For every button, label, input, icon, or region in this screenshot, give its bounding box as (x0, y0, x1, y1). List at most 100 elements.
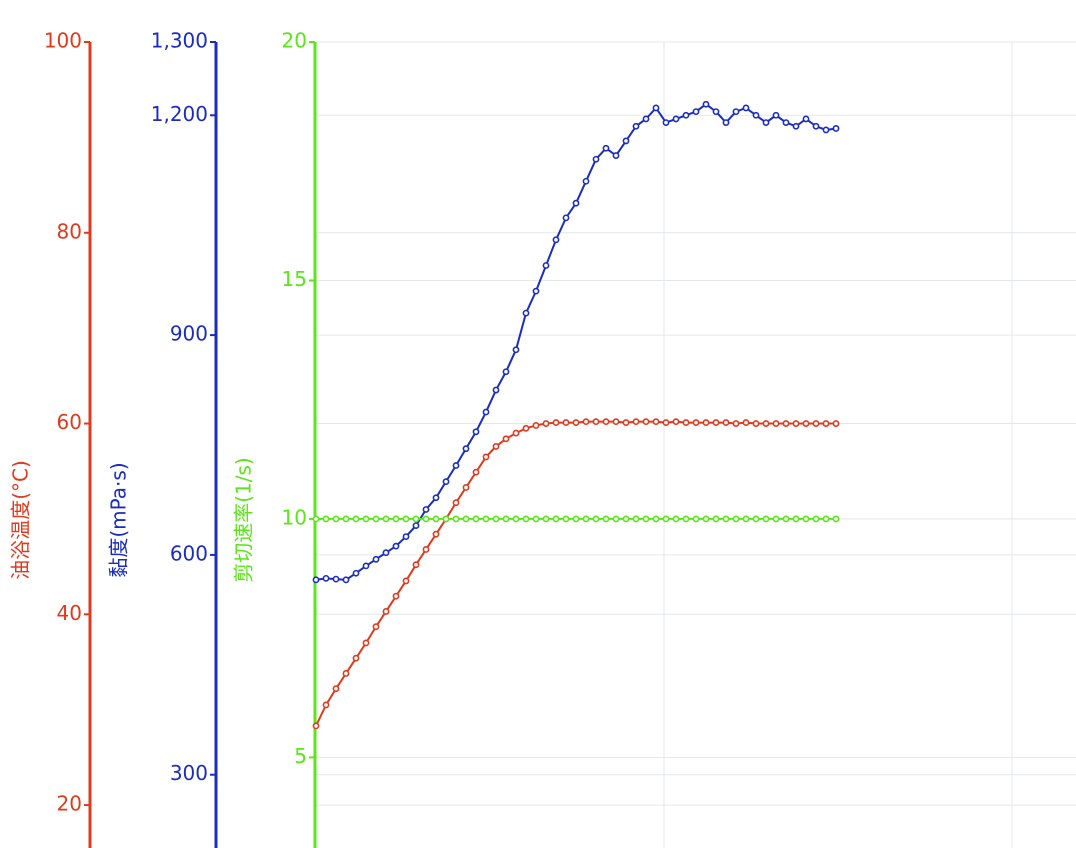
y-tick-label: 600 (170, 541, 208, 565)
data-point (392, 592, 400, 600)
y-tick-label: 60 (57, 410, 82, 434)
data-point (572, 515, 580, 523)
data-point (592, 418, 600, 426)
data-point (522, 515, 530, 523)
y-tick-label: 20 (57, 792, 82, 816)
data-point (572, 419, 580, 426)
data-point (552, 515, 560, 523)
data-point (452, 499, 460, 507)
data-point (632, 418, 640, 426)
series-line (315, 103, 837, 581)
data-point (772, 420, 780, 427)
data-point (692, 419, 700, 426)
data-point (362, 639, 370, 647)
data-point (532, 422, 540, 429)
data-point (432, 530, 440, 538)
data-point (452, 462, 460, 469)
data-point (832, 125, 840, 132)
data-point (732, 108, 740, 116)
data-point (452, 515, 460, 523)
data-point (652, 104, 660, 112)
data-point (722, 515, 730, 523)
data-point (642, 515, 650, 523)
data-point (732, 420, 740, 427)
data-point (592, 515, 600, 523)
data-point (352, 515, 360, 523)
data-point (422, 506, 430, 513)
data-point (712, 515, 720, 523)
data-point (652, 418, 660, 426)
data-point (532, 287, 540, 295)
data-point (722, 119, 730, 126)
data-point (502, 368, 510, 376)
data-point (462, 484, 470, 491)
series-line (315, 420, 836, 727)
y-tick-label: 900 (170, 322, 208, 346)
data-point (762, 515, 770, 523)
y-axis-title: 剪切速率(1/s) (232, 457, 256, 583)
data-point (372, 515, 380, 523)
y-tick-label: 100 (44, 29, 82, 53)
data-point (592, 155, 600, 163)
data-point (742, 515, 750, 523)
data-point (512, 346, 520, 354)
y-axis-title: 油浴温度(°C) (9, 460, 33, 580)
data-point (392, 515, 400, 523)
data-point (762, 420, 770, 427)
data-point (482, 453, 490, 461)
data-point (562, 214, 570, 222)
data-point (352, 654, 360, 662)
data-point (322, 701, 330, 709)
data-point (602, 418, 610, 426)
data-point (382, 549, 390, 557)
data-point (822, 420, 830, 427)
data-point (812, 420, 820, 427)
data-point (672, 418, 680, 426)
data-point (622, 137, 630, 145)
data-point (632, 515, 640, 523)
data-point (772, 111, 780, 119)
data-point (822, 126, 830, 134)
data-point (642, 115, 650, 123)
data-point (732, 515, 740, 523)
data-point (612, 515, 620, 523)
data-point (542, 262, 550, 269)
data-point (432, 494, 440, 502)
data-point (832, 420, 840, 427)
y-tick-label: 1,200 (151, 102, 208, 126)
data-point (402, 577, 410, 585)
data-point (342, 670, 350, 677)
data-point (602, 144, 610, 152)
data-point (742, 104, 750, 112)
data-point (492, 443, 500, 450)
data-point (792, 122, 800, 130)
data-point (812, 122, 820, 130)
data-point (792, 420, 800, 427)
data-point (662, 419, 670, 426)
data-point (372, 623, 380, 631)
data-point (482, 515, 490, 523)
data-point (802, 115, 810, 123)
data-point (612, 418, 620, 426)
data-point (482, 408, 490, 416)
data-point (322, 515, 330, 523)
data-point (832, 515, 840, 523)
data-point (782, 119, 790, 126)
data-point (332, 515, 340, 523)
data-point (752, 420, 760, 427)
data-point (712, 108, 720, 116)
data-point (672, 115, 680, 123)
data-point (392, 542, 400, 550)
y-tick-label: 40 (57, 601, 82, 625)
data-point (472, 428, 480, 436)
data-point (802, 420, 810, 427)
data-point (822, 515, 830, 523)
data-point (572, 199, 580, 207)
data-point (542, 420, 550, 427)
y-tick-label: 80 (57, 219, 82, 243)
data-point (782, 515, 790, 523)
data-point (742, 419, 750, 426)
data-point (702, 100, 710, 108)
data-point (412, 522, 420, 529)
